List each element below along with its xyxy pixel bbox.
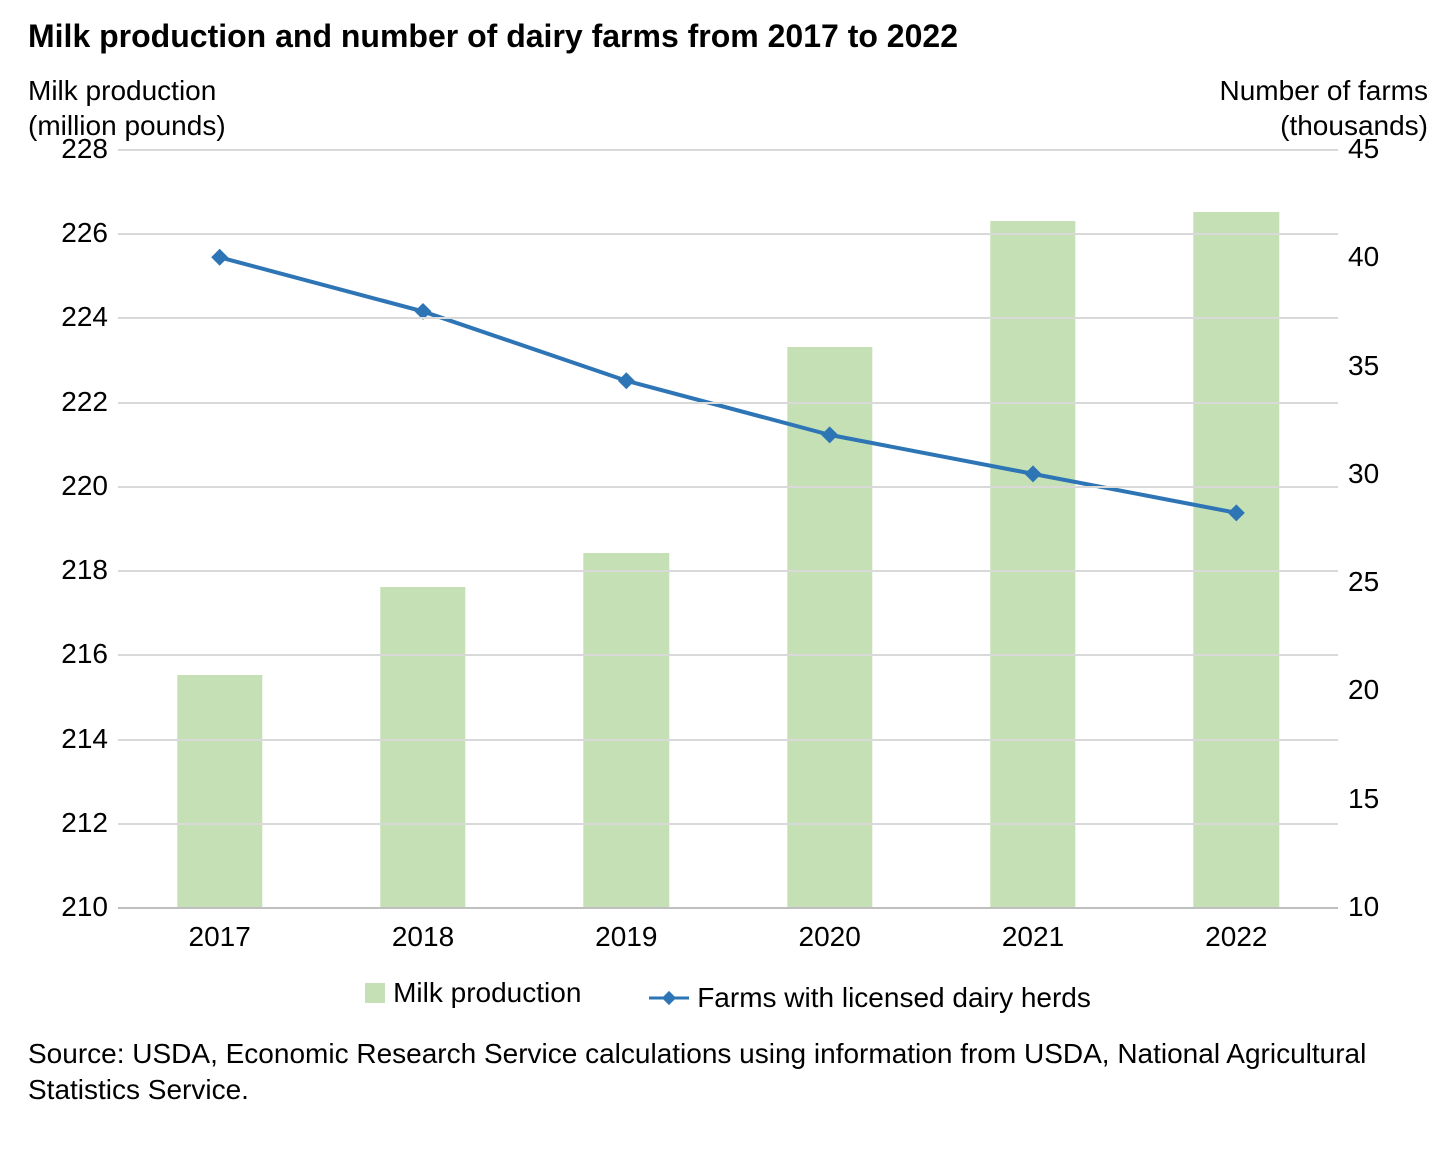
x-tick-label: 2022 (1205, 921, 1267, 953)
legend-label-line: Farms with licensed dairy herds (697, 982, 1091, 1014)
left-y-tick-label: 228 (28, 133, 108, 165)
left-y-tick-label: 220 (28, 470, 108, 502)
right-y-tick-label: 45 (1348, 133, 1428, 165)
right-y-tick-label: 25 (1348, 566, 1428, 598)
legend-item-bar: Milk production (365, 977, 581, 1009)
left-y-tick-label: 226 (28, 217, 108, 249)
left-axis-label-line1: Milk production (28, 75, 216, 106)
right-y-tick-label: 40 (1348, 241, 1428, 273)
right-axis-label-line1: Number of farms (1220, 75, 1429, 106)
x-tick-label: 2020 (799, 921, 861, 953)
gridline (118, 486, 1338, 488)
left-y-ticks: 210212214216218220222224226228 (28, 149, 118, 909)
x-tick-label: 2019 (595, 921, 657, 953)
gridline (118, 233, 1338, 235)
right-y-tick-label: 35 (1348, 350, 1428, 382)
left-y-tick-label: 214 (28, 723, 108, 755)
legend-swatch-line (649, 991, 689, 1005)
left-y-tick-label: 210 (28, 891, 108, 923)
diamond-icon (1228, 504, 1245, 521)
left-y-tick-label: 218 (28, 554, 108, 586)
gridline (118, 654, 1338, 656)
x-tick-label: 2018 (392, 921, 454, 953)
right-y-tick-label: 30 (1348, 458, 1428, 490)
diamond-icon (662, 991, 676, 1005)
right-y-ticks: 1015202530354045 (1338, 149, 1428, 909)
right-y-tick-label: 20 (1348, 674, 1428, 706)
legend-item-line: Farms with licensed dairy herds (649, 982, 1091, 1014)
gridline (118, 149, 1338, 151)
plot-area (118, 149, 1338, 909)
gridline (118, 739, 1338, 741)
diamond-icon (821, 426, 838, 443)
right-y-tick-label: 15 (1348, 783, 1428, 815)
right-y-tick-label: 10 (1348, 891, 1428, 923)
left-y-tick-label: 222 (28, 386, 108, 418)
chart-container: Milk production and number of dairy farm… (0, 0, 1456, 1165)
gridline (118, 823, 1338, 825)
line-layer-svg (118, 149, 1338, 907)
axis-labels-row: Milk production (million pounds) Number … (28, 73, 1428, 143)
legend-swatch-bar (365, 983, 385, 1003)
chart-legend: Milk production Farms with licensed dair… (28, 977, 1428, 1014)
diamond-icon (618, 372, 635, 389)
gridline (118, 402, 1338, 404)
chart-plot-wrapper: 210212214216218220222224226228 101520253… (28, 149, 1428, 969)
left-y-tick-label: 216 (28, 638, 108, 670)
legend-label-bar: Milk production (393, 977, 581, 1009)
chart-title: Milk production and number of dairy farm… (28, 18, 1428, 55)
trend-line (220, 257, 1237, 513)
x-tick-label: 2021 (1002, 921, 1064, 953)
x-tick-label: 2017 (189, 921, 251, 953)
gridline (118, 570, 1338, 572)
left-y-tick-label: 212 (28, 807, 108, 839)
diamond-icon (1025, 465, 1042, 482)
gridline (118, 317, 1338, 319)
diamond-icon (211, 249, 228, 266)
left-y-tick-label: 224 (28, 301, 108, 333)
source-note: Source: USDA, Economic Research Service … (28, 1036, 1428, 1109)
x-ticks: 2017 2018 2019 2020 2021 2022 (118, 909, 1338, 969)
